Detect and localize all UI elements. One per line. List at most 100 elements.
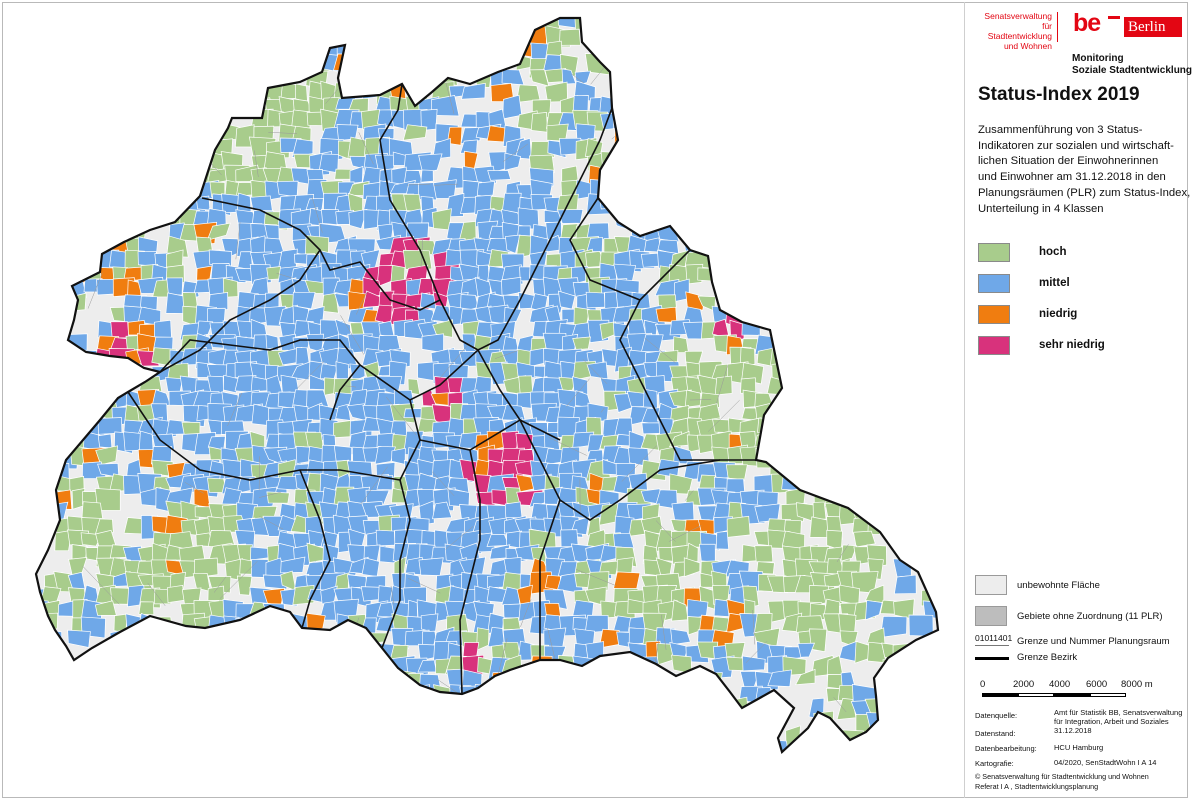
planning-area (630, 756, 655, 774)
planning-area (938, 154, 958, 172)
planning-area (25, 153, 46, 174)
planning-area (911, 250, 930, 273)
planning-area (28, 487, 51, 509)
planning-area (950, 683, 962, 704)
planning-area (110, 656, 132, 674)
planning-area (893, 643, 914, 658)
planning-area (83, 742, 108, 758)
planning-area (785, 782, 801, 799)
scale-label: 8000 m (1121, 679, 1153, 690)
planning-area (54, 83, 72, 103)
planning-area (390, 797, 414, 802)
planning-area (923, 293, 937, 309)
planning-area (501, 796, 522, 802)
planning-area (754, 193, 774, 212)
planning-area (39, 727, 62, 745)
planning-area (152, 55, 178, 72)
planning-area (879, 404, 903, 426)
planning-area (42, 319, 54, 342)
planning-area (98, 783, 110, 800)
planning-area (265, 714, 284, 733)
planning-area (936, 489, 957, 505)
planning-area (196, 82, 214, 103)
planning-area (124, 39, 152, 59)
planning-area (922, 361, 939, 381)
planning-area (11, 741, 30, 762)
planning-area (824, 309, 851, 323)
planning-area (883, 278, 899, 295)
planning-area (811, 42, 835, 61)
planning-area (798, 196, 818, 216)
planning-area (0, 768, 15, 784)
planning-area (490, 725, 509, 744)
planning-area (572, 700, 597, 718)
planning-area (42, 672, 66, 689)
planning-area (179, 139, 206, 157)
planning-area (252, 630, 272, 647)
planning-area (897, 333, 920, 351)
plr-boundary (523, 761, 538, 775)
planning-area (26, 138, 49, 160)
planning-area (840, 153, 864, 175)
plr-boundary (143, 207, 144, 219)
planning-area (893, 114, 917, 129)
planning-area (586, 670, 608, 686)
planning-area (28, 277, 50, 297)
planning-area (207, 12, 232, 27)
planning-area (309, 740, 328, 763)
planning-area (362, 57, 383, 72)
planning-area (631, 196, 646, 211)
planning-area (809, 307, 831, 324)
planning-area (41, 711, 63, 729)
planning-area (446, 699, 469, 714)
planning-area (727, 755, 746, 771)
planning-area (14, 658, 30, 676)
copyright-line: Referat I A , Stadtentwicklungsplanung (975, 782, 1098, 791)
planning-area (85, 783, 101, 800)
planning-area (768, 221, 786, 242)
planning-area (294, 756, 312, 775)
planning-area (14, 138, 36, 158)
planning-area (26, 447, 50, 464)
plr-boundary (825, 356, 863, 391)
planning-area (376, 784, 397, 797)
planning-area (376, 798, 401, 802)
planning-area (546, 782, 571, 802)
planning-area (347, 69, 371, 86)
planning-area (883, 226, 904, 244)
planning-area (810, 210, 832, 225)
planning-area (922, 703, 945, 717)
planning-area (433, 12, 459, 36)
planning-area (798, 212, 816, 226)
planning-area (697, 223, 722, 245)
legend-panel (970, 0, 1192, 802)
planning-area (627, 728, 648, 745)
planning-area (503, 618, 520, 630)
planning-area (880, 40, 905, 59)
planning-area (99, 68, 113, 87)
datenstand-value: 31.12.2018 (1054, 727, 1092, 736)
planning-area (924, 518, 940, 534)
planning-area (363, 2, 381, 20)
planning-area (124, 725, 144, 744)
monitoring-subtitle: Soziale Stadtentwicklung (1072, 65, 1192, 76)
planning-area (870, 319, 882, 341)
planning-area (950, 336, 962, 357)
planning-area (137, 740, 157, 759)
planning-area (697, 180, 724, 199)
planning-area (950, 543, 962, 564)
planning-area (27, 628, 45, 648)
planning-area (53, 405, 70, 428)
planning-area (84, 153, 106, 168)
berlin-map-svg (0, 0, 962, 802)
planning-area (575, 13, 597, 30)
planning-area (110, 684, 126, 703)
planning-area (924, 308, 940, 325)
planning-area (26, 420, 40, 434)
planning-area (83, 11, 105, 31)
planning-area (236, 54, 256, 71)
planning-area (0, 95, 18, 116)
planning-area (672, 755, 690, 768)
planning-area (630, 786, 656, 801)
planning-area (669, 156, 687, 169)
